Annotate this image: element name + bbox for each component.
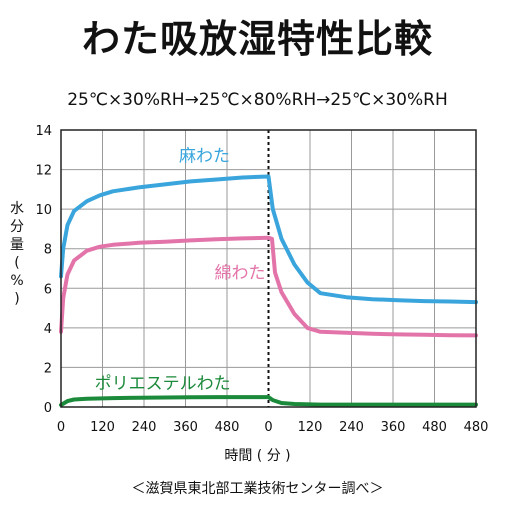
y-tick-label: 14: [35, 124, 52, 139]
x-tick-label: 480: [215, 420, 240, 435]
series-line-2: [59, 395, 478, 407]
plot-frame: [60, 129, 477, 408]
y-tick-label: 0: [44, 401, 52, 416]
chart-subtitle: 25℃×30%RH→25℃×80%RH→25℃×30%RH: [67, 90, 448, 110]
x-tick-label: 120: [298, 420, 323, 435]
x-tick-label: 360: [381, 420, 406, 435]
y-axis-label-char: %: [10, 273, 24, 289]
y-tick-label: 2: [44, 361, 52, 376]
y-axis-label-char: 分: [10, 219, 24, 235]
series-lines: [59, 174, 478, 407]
y-axis-label: 水 分 量 ( % ): [6, 200, 28, 308]
x-tick-label: 240: [132, 420, 157, 435]
y-tick-label: 12: [35, 164, 52, 179]
y-axis-label-char: 水: [10, 201, 24, 217]
x-tick-label: 360: [173, 420, 198, 435]
x-tick-label: 480: [422, 420, 447, 435]
x-tick-label: 0: [57, 420, 65, 435]
chart-grid: [61, 130, 476, 407]
series-line-0: [59, 174, 478, 305]
x-tick-label: 240: [339, 420, 364, 435]
series-label: ポリエステルわた: [95, 374, 231, 394]
x-tick-label: 480: [464, 420, 489, 435]
axis-ticks: 0 2 4 6 8 10 12 14 0 120 240 360 480 0 120 240 360 480 480: [35, 124, 488, 435]
x-tick-label: 0: [264, 420, 272, 435]
series-label: 綿わた: [214, 263, 265, 283]
series-line-1: [59, 235, 478, 338]
y-axis-label-char: (: [14, 255, 20, 271]
y-axis-label-char: 量: [10, 237, 24, 253]
page-title: わた吸放湿特性比較: [81, 17, 433, 61]
y-tick-label: 8: [44, 243, 52, 258]
y-tick-label: 10: [35, 203, 52, 218]
x-axis-label: 時間 ( 分 ): [224, 448, 291, 464]
x-tick-label: 120: [90, 420, 115, 435]
y-axis-label-char: ): [14, 291, 20, 307]
y-tick-label: 6: [44, 282, 52, 297]
source-note: ＜滋賀県東北部工業技術センター調べ＞: [131, 481, 384, 497]
series-label: 麻わた: [179, 147, 230, 167]
y-tick-label: 4: [44, 322, 52, 337]
